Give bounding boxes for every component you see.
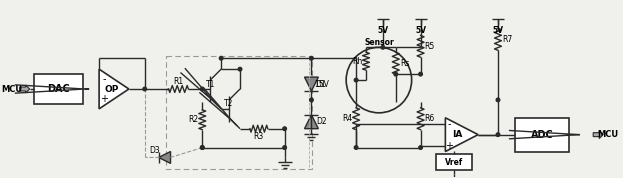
Bar (515, 118, 569, 151)
Polygon shape (99, 69, 129, 109)
Text: +: + (100, 94, 108, 104)
Text: R2: R2 (188, 115, 198, 124)
Text: R6: R6 (424, 114, 435, 123)
Text: R7: R7 (502, 35, 512, 44)
Text: 5V: 5V (492, 26, 503, 35)
Polygon shape (305, 115, 318, 129)
Circle shape (310, 56, 313, 60)
Polygon shape (305, 77, 318, 91)
Circle shape (201, 146, 204, 149)
Text: 5V: 5V (415, 26, 426, 35)
Text: T1: T1 (206, 80, 215, 88)
Circle shape (201, 146, 204, 149)
Circle shape (419, 72, 422, 76)
Text: -: - (102, 74, 106, 84)
Text: D1: D1 (315, 80, 326, 88)
Circle shape (201, 87, 204, 91)
Circle shape (496, 133, 500, 136)
Text: T2: T2 (224, 99, 234, 108)
Text: MCU: MCU (1, 85, 22, 93)
Bar (166, 56, 312, 169)
Text: R3: R3 (254, 132, 264, 141)
Polygon shape (159, 151, 171, 163)
Polygon shape (20, 85, 30, 93)
Text: D2: D2 (316, 117, 326, 126)
Circle shape (419, 146, 422, 149)
Text: MCU: MCU (597, 130, 619, 139)
Text: R1: R1 (173, 77, 184, 86)
Circle shape (496, 98, 500, 102)
Circle shape (238, 67, 242, 71)
Circle shape (354, 146, 358, 149)
Text: 5V: 5V (378, 26, 388, 35)
Circle shape (310, 98, 313, 102)
Text: Rs: Rs (400, 59, 409, 68)
Text: R4: R4 (342, 114, 352, 123)
Text: -: - (447, 119, 451, 129)
Circle shape (381, 46, 384, 49)
Bar (34, 74, 83, 104)
Text: Sensor: Sensor (364, 38, 394, 47)
Text: OP: OP (105, 85, 119, 93)
Text: DAC: DAC (47, 84, 70, 94)
Text: 15V: 15V (314, 80, 329, 88)
Circle shape (283, 127, 287, 130)
Polygon shape (593, 131, 603, 139)
Circle shape (354, 78, 358, 82)
Circle shape (143, 87, 146, 91)
Text: Rh: Rh (352, 57, 362, 66)
Bar (437, 155, 472, 170)
Text: R5: R5 (424, 42, 435, 51)
Circle shape (394, 72, 397, 76)
Text: ADC: ADC (531, 130, 553, 140)
Text: +: + (445, 141, 454, 151)
Text: IA: IA (452, 130, 462, 139)
Circle shape (219, 56, 223, 60)
Polygon shape (445, 118, 478, 151)
Circle shape (283, 146, 287, 149)
Text: Vref: Vref (445, 158, 464, 167)
Text: D3: D3 (150, 146, 160, 155)
